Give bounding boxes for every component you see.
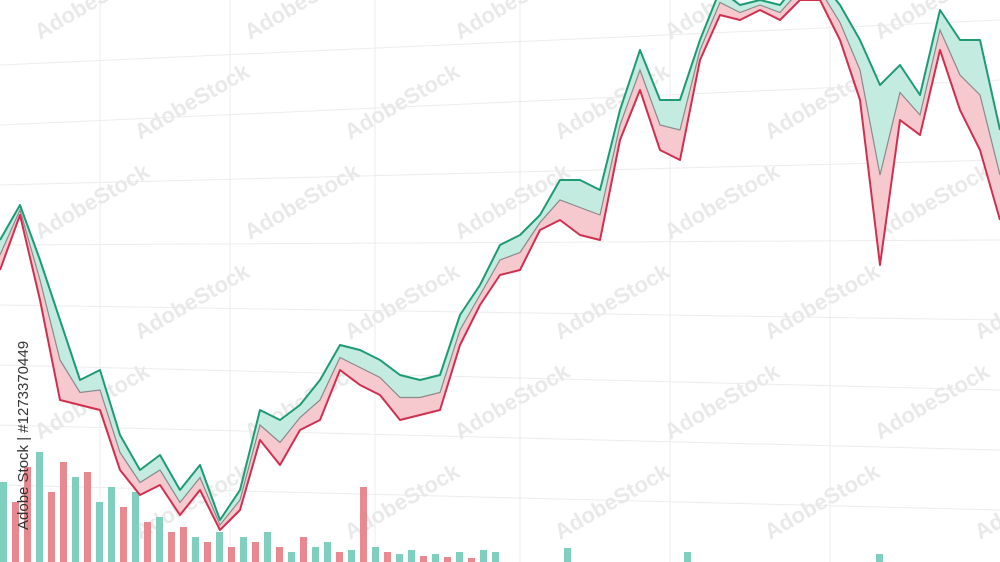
watermark: AdobeStock xyxy=(340,458,464,544)
watermark: AdobeStock xyxy=(760,458,884,544)
volume-bar xyxy=(120,507,127,562)
volume-bar xyxy=(204,542,211,562)
watermark: AdobeStock xyxy=(760,258,884,344)
watermark: AdobeStock xyxy=(340,58,464,144)
volume-bar xyxy=(564,548,571,562)
volume-bar xyxy=(72,477,79,562)
volume-bar xyxy=(192,537,199,562)
watermark: AdobeStock xyxy=(240,0,364,44)
volume-bar xyxy=(372,547,379,562)
volume-bar xyxy=(456,552,463,562)
mid-line xyxy=(0,0,1000,527)
volume-bar xyxy=(132,492,139,562)
volume-bar xyxy=(444,557,451,562)
grid-line xyxy=(0,364,1000,391)
watermark: AdobeStock xyxy=(130,58,254,144)
grid-line xyxy=(0,79,1000,126)
volume-bar xyxy=(480,550,487,562)
watermark: AdobeStock xyxy=(340,258,464,344)
watermark: AdobeStock xyxy=(30,158,154,244)
volume-bar xyxy=(300,537,307,562)
volume-bar xyxy=(684,552,691,562)
watermark: AdobeStock xyxy=(30,0,154,44)
grid-line xyxy=(0,159,1000,186)
watermark: AdobeStock xyxy=(870,358,994,444)
volume-bar xyxy=(876,554,883,562)
volume-bar xyxy=(0,482,7,562)
price-line xyxy=(0,0,1000,531)
volume-bar xyxy=(348,550,355,562)
volume-bar xyxy=(324,542,331,562)
volume-bar xyxy=(288,552,295,562)
volume-bar xyxy=(408,550,415,562)
volume-bar xyxy=(36,452,43,562)
price-line xyxy=(0,0,1000,521)
volume-bar xyxy=(420,556,427,562)
watermark: AdobeStock xyxy=(660,158,784,244)
stock-id: Adobe Stock | #1273370449 xyxy=(15,341,32,530)
volume-bar xyxy=(240,537,247,562)
volume-bars xyxy=(0,452,883,562)
volume-bar xyxy=(48,492,55,562)
volume-bar xyxy=(312,547,319,562)
volume-bar xyxy=(60,462,67,562)
volume-bar xyxy=(180,527,187,562)
volume-bar xyxy=(276,547,283,562)
watermark: AdobeStock xyxy=(130,258,254,344)
band-fill xyxy=(0,0,1000,530)
volume-bar xyxy=(360,487,367,562)
volume-bar xyxy=(252,542,259,562)
volume-bar xyxy=(168,532,175,562)
watermark: AdobeStock xyxy=(550,258,674,344)
watermark: AdobeStock xyxy=(450,0,574,44)
watermark: AdobeStock xyxy=(970,458,1000,544)
volume-bar xyxy=(12,502,19,562)
grid-line xyxy=(0,304,1000,321)
volume-bar xyxy=(228,547,235,562)
volume-bar xyxy=(264,532,271,562)
volume-bar xyxy=(24,467,31,562)
volume-bar xyxy=(96,502,103,562)
watermark: AdobeStock xyxy=(450,358,574,444)
volume-bar xyxy=(144,522,151,562)
volume-bar xyxy=(84,472,91,562)
volume-bar xyxy=(492,552,499,562)
watermark: AdobeStock xyxy=(870,0,994,44)
grid-line xyxy=(0,424,1000,451)
volume-bar xyxy=(108,487,115,562)
grid-line xyxy=(0,239,1000,246)
watermark: AdobeStock xyxy=(970,258,1000,344)
volume-bar xyxy=(396,554,403,562)
volume-bar xyxy=(384,552,391,562)
volume-bar xyxy=(432,554,439,562)
volume-bar xyxy=(216,532,223,562)
watermark: AdobeStock xyxy=(240,158,364,244)
price-lines xyxy=(0,0,1000,531)
volume-bar xyxy=(336,552,343,562)
volume-bar xyxy=(468,558,475,562)
volume-bar xyxy=(156,517,163,562)
watermark: AdobeStock xyxy=(660,358,784,444)
